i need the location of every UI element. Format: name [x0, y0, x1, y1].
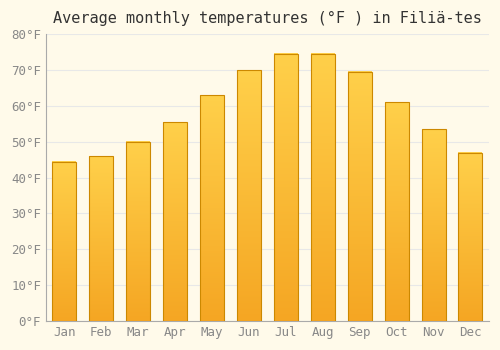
Title: Average monthly temperatures (°F ) in Filiä­tes: Average monthly temperatures (°F ) in Fi…	[53, 11, 482, 26]
Bar	[52, 161, 76, 321]
Bar	[274, 54, 298, 321]
Bar	[163, 122, 187, 321]
Bar	[348, 72, 372, 321]
Bar	[126, 142, 150, 321]
Bar	[90, 156, 114, 321]
Bar	[422, 129, 446, 321]
Bar	[311, 54, 335, 321]
Bar	[458, 153, 482, 321]
Bar	[200, 95, 224, 321]
Bar	[237, 70, 261, 321]
Bar	[384, 102, 408, 321]
